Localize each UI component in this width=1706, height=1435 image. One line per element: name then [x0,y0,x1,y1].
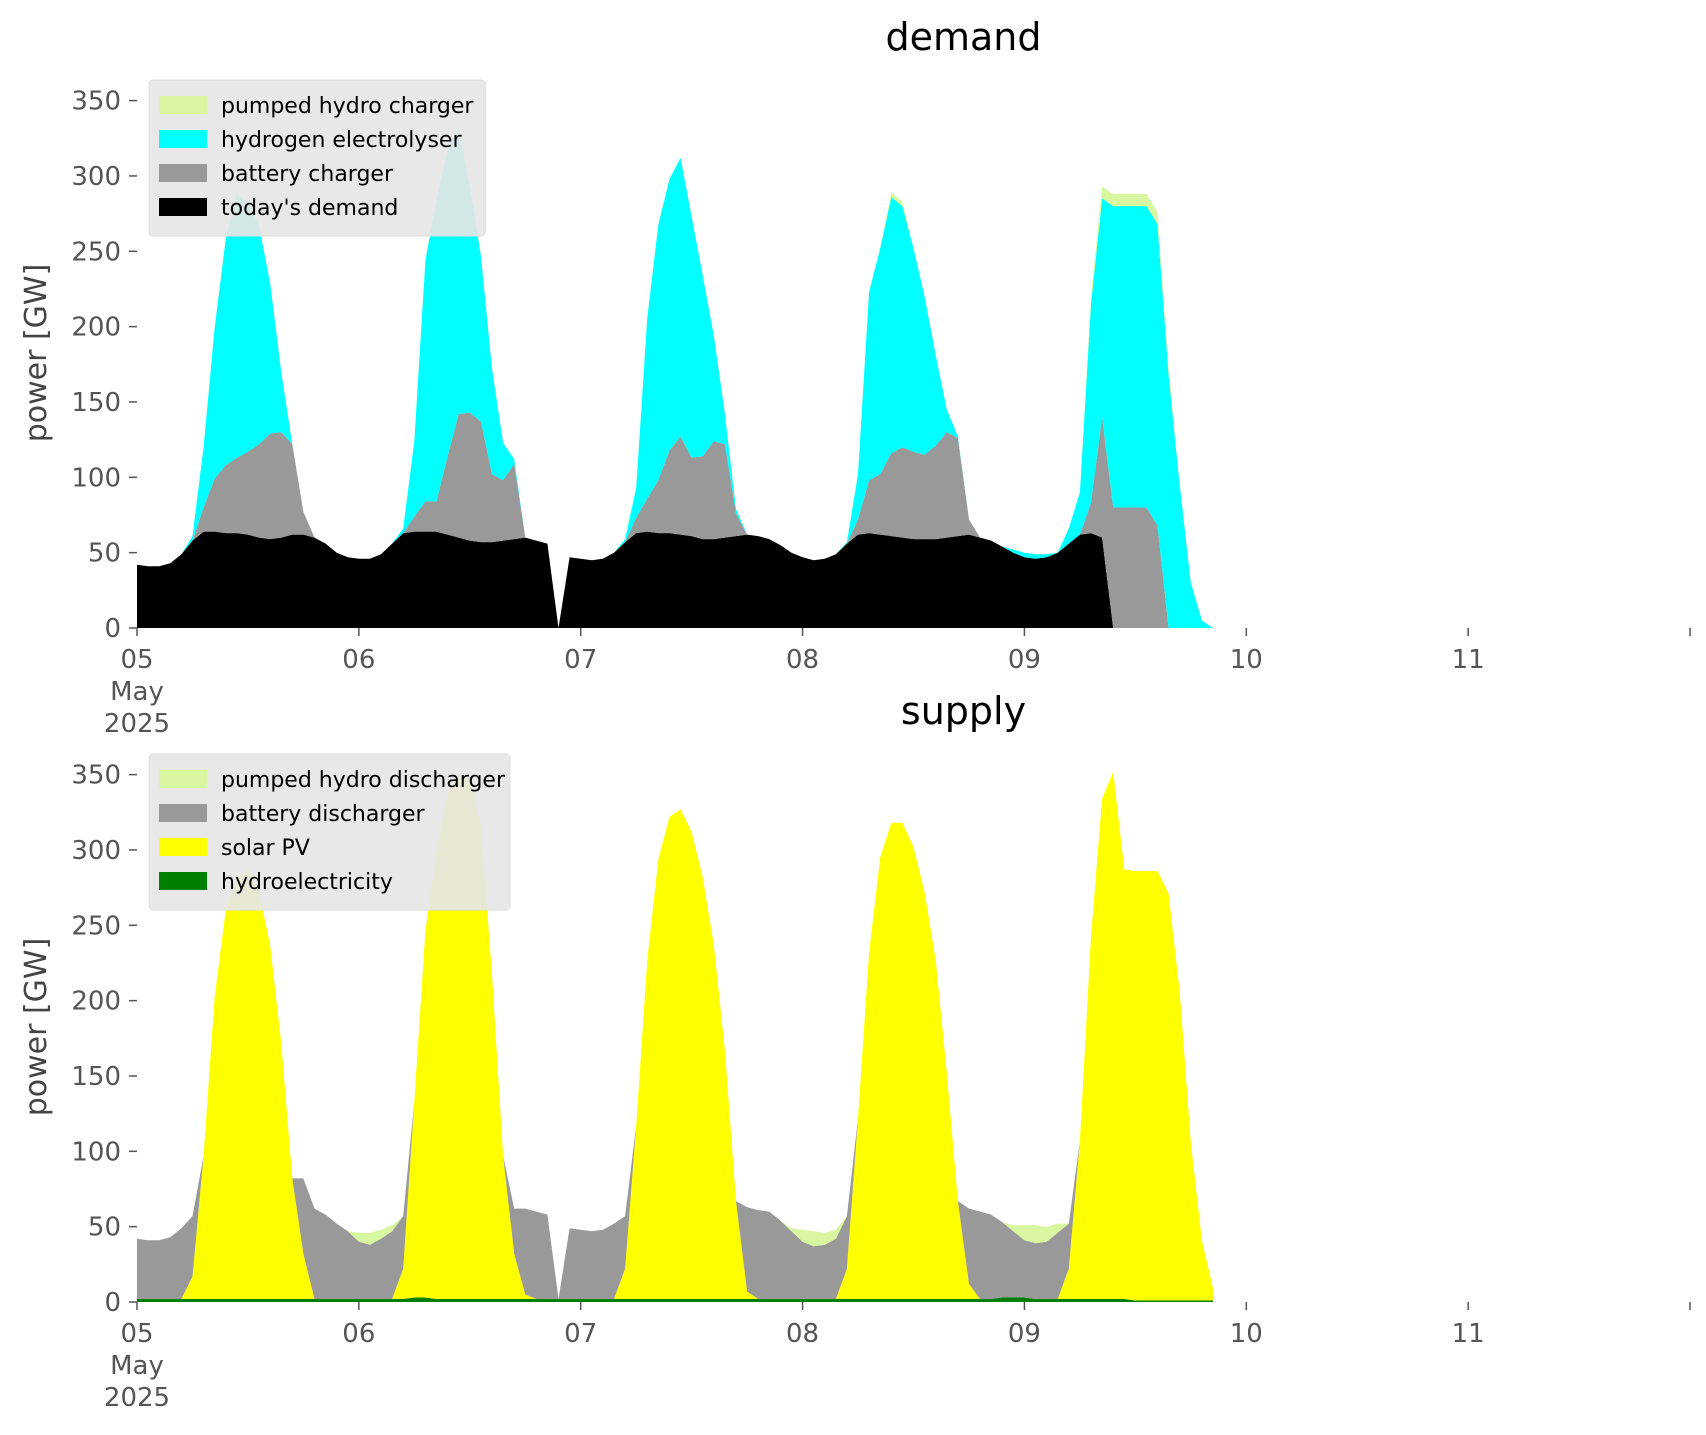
y-tick-label: 50 [88,1213,121,1243]
legend-box [148,753,511,911]
y-tick-label: 200 [71,987,121,1017]
y-tick-label: 100 [71,1137,121,1167]
legend-swatch [159,96,207,114]
legend-swatch [159,130,207,148]
y-tick-label: 50 [88,539,121,569]
legend-entry-label: hydroelectricity [221,870,393,895]
legend-entry-label: battery discharger [221,802,426,827]
x-tick-label: 09 [1008,645,1041,675]
x-tick-label: 05 [120,1319,153,1349]
area-series-today-s-demand [137,531,1213,628]
legend-entry-label: today's demand [221,196,398,221]
x-tick-label: 07 [564,645,597,675]
legend-entry-label: pumped hydro charger [221,94,474,119]
y-tick-label: 350 [71,87,121,117]
legend-entry-label: pumped hydro discharger [221,768,506,793]
y-axis-label: power [GW] [19,938,54,1117]
y-tick-label: 150 [71,1062,121,1092]
y-tick-label: 150 [71,388,121,418]
y-tick-label: 0 [104,1288,121,1318]
y-tick-label: 100 [71,463,121,493]
y-tick-label: 250 [71,911,121,941]
x-tick-label: 07 [564,1319,597,1349]
x-tick-label: 10 [1230,1319,1263,1349]
x-tick-sublabel-year: 2025 [104,709,170,739]
legend-entry-label: hydrogen electrolyser [221,128,462,153]
area-series-battery-charger [137,412,1213,628]
y-tick-label: 300 [71,836,121,866]
y-tick-label: 0 [104,614,121,644]
x-tick-sublabel-month: May [110,1351,164,1381]
legend-swatch [159,838,207,856]
x-tick-sublabel-year: 2025 [104,1383,170,1413]
legend-entry-label: battery charger [221,162,394,187]
legend: pumped hydro discharger battery discharge… [148,753,511,911]
legend-box [148,79,486,237]
legend-swatch [159,198,207,216]
y-tick-label: 350 [71,761,121,791]
y-axis-label: power [GW] [19,264,54,443]
legend-swatch [159,804,207,822]
legend-swatch [159,770,207,788]
x-tick-label: 11 [1452,645,1485,675]
legend-swatch [159,872,207,890]
x-tick-label: 08 [786,1319,819,1349]
area-series-hydroelectricity [137,1297,1213,1302]
x-tick-label: 11 [1452,1319,1485,1349]
chart-title: supply [901,689,1026,733]
legend: pumped hydro charger hydrogen electrolyse… [148,79,486,237]
chart-title: demand [885,15,1041,59]
legend-swatch [159,164,207,182]
y-tick-label: 300 [71,162,121,192]
x-tick-label: 06 [342,645,375,675]
x-tick-sublabel-month: May [110,677,164,707]
chart-panel-supply: supply power [GW] 0 50 100 150 200 250 300 350 05M… [19,689,1691,1413]
x-tick-label: 09 [1008,1319,1041,1349]
y-tick-label: 250 [71,237,121,267]
area-series-solar-pv [137,771,1213,1301]
x-tick-label: 08 [786,645,819,675]
area-series-hydrogen-electrolyser [137,127,1213,628]
x-tick-label: 06 [342,1319,375,1349]
y-tick-label: 200 [71,313,121,343]
legend-entry-label: solar PV [221,836,310,861]
x-tick-label: 10 [1230,645,1263,675]
x-tick-label: 05 [120,645,153,675]
chart-panel-demand: demand power [GW] 0 50 100 150 200 250 300 350 05M… [19,15,1691,739]
